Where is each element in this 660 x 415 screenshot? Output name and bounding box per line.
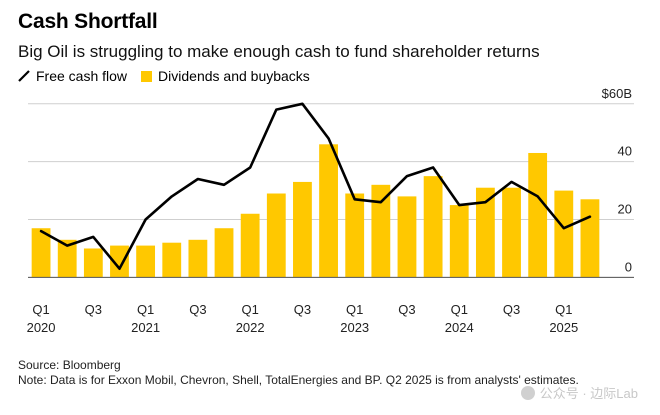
bar — [528, 152, 548, 278]
free-cash-flow-line — [39, 102, 592, 271]
x-tick-label: Q3 — [85, 302, 102, 317]
bar — [449, 205, 469, 278]
legend-item-dividends: Dividends and buybacks — [141, 68, 310, 84]
legend: Free cash flow Dividends and buybacks — [18, 68, 324, 84]
bar — [475, 187, 495, 278]
bar — [214, 228, 234, 278]
source-text: Source: Bloomberg — [18, 358, 121, 372]
bar — [293, 181, 312, 278]
bar — [502, 187, 521, 278]
y-tick-label: 20 — [618, 202, 632, 217]
bar — [554, 190, 574, 278]
x-tick-year-label: 2025 — [549, 320, 578, 335]
y-tick-label: 0 — [625, 259, 632, 274]
chart-footer: Source: Bloomberg Note: Data is for Exxo… — [18, 358, 579, 388]
x-tick-year-label: 2024 — [445, 320, 474, 335]
x-tick-label: Q3 — [398, 302, 415, 317]
bar — [266, 193, 286, 278]
legend-item-free-cash-flow: Free cash flow — [18, 68, 127, 84]
bar — [136, 245, 156, 278]
bar — [345, 193, 365, 278]
y-tick-label: 40 — [618, 144, 632, 159]
x-tick-label: Q3 — [503, 302, 520, 317]
chart-subtitle: Big Oil is struggling to make enough cas… — [18, 42, 540, 61]
bar — [162, 242, 182, 278]
watermark-text: 公众号 · 边际Lab — [539, 386, 638, 401]
bar — [110, 245, 129, 278]
bar — [57, 239, 77, 278]
bar — [580, 199, 600, 278]
legend-line-marker — [18, 70, 30, 82]
bar — [319, 144, 338, 278]
note-text: Note: Data is for Exxon Mobil, Chevron, … — [18, 373, 579, 387]
x-tick-year-label: 2023 — [340, 320, 369, 335]
x-tick-label: Q1 — [555, 302, 572, 317]
legend-label-dividends: Dividends and buybacks — [158, 68, 310, 84]
x-tick-year-label: 2022 — [236, 320, 265, 335]
watermark: 公众号 · 边际Lab — [520, 383, 638, 402]
x-tick-label: Q3 — [294, 302, 311, 317]
bar — [423, 176, 443, 278]
x-tick-year-label: 2020 — [27, 320, 56, 335]
bar — [83, 248, 103, 278]
x-tick-year-label: 2021 — [131, 320, 160, 335]
x-tick-label: Q1 — [346, 302, 363, 317]
wechat-icon — [520, 385, 535, 400]
legend-bar-swatch — [141, 70, 153, 82]
x-tick-label: Q3 — [189, 302, 206, 317]
bar — [397, 196, 417, 278]
x-tick-label: Q1 — [451, 302, 468, 317]
bar — [240, 213, 260, 278]
bar — [31, 228, 51, 278]
bar — [188, 239, 208, 278]
x-tick-label: Q1 — [32, 302, 49, 317]
y-tick-label: $60B — [602, 86, 632, 101]
bar — [371, 184, 391, 278]
legend-label-free-cash-flow: Free cash flow — [36, 68, 128, 84]
chart-title: Cash Shortfall — [18, 10, 158, 33]
x-tick-label: Q1 — [241, 302, 258, 317]
x-tick-label: Q1 — [137, 302, 154, 317]
